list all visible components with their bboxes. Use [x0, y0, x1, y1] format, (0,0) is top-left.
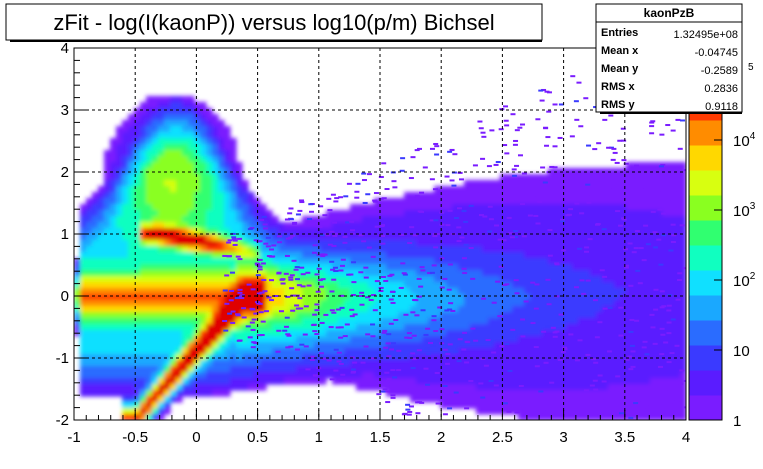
- colorbar-segment: [689, 178, 722, 188]
- title-shadow: [10, 40, 542, 42]
- colorbar-tick-label: 1: [733, 413, 741, 430]
- colorbar-segment: [689, 295, 722, 304]
- y-tick-label: -2: [56, 412, 69, 429]
- colorbar-segment: [689, 211, 722, 221]
- colorbar-segment: [689, 320, 722, 329]
- stats-label: Mean x: [601, 45, 639, 57]
- x-tick-label: 4: [682, 429, 690, 446]
- colorbar-segment: [689, 303, 722, 313]
- heatmap-density: [74, 73, 686, 420]
- plot-area: [73, 47, 687, 421]
- stats-value: 0.9118: [705, 101, 738, 113]
- colorbar-segment: [689, 286, 722, 296]
- colorbar-segment: [689, 403, 722, 413]
- colorbar-segment: [689, 253, 722, 263]
- x-tick-label: 3.5: [614, 429, 635, 446]
- chart-title: zFit - log(I(kaonP)) versus log10(p/m) B…: [53, 10, 494, 35]
- stats-rows: Entries 1.32495e+08 Mean x -0.04745 Mean y -0…: [601, 27, 738, 113]
- colorbar-segment: [689, 336, 722, 346]
- x-tick-label: -1: [67, 429, 80, 446]
- y-tick-label: 2: [61, 164, 69, 181]
- colorbar-segment: [689, 378, 722, 388]
- x-tick-label: 0: [192, 429, 200, 446]
- colorbar-segment: [689, 395, 722, 404]
- x-axis-tick-labels: -1 -0.5 0 0.5 1 1.5 2 2.5 3 3.5 4: [67, 429, 690, 446]
- colorbar-segment: [689, 236, 722, 246]
- colorbar-segment: [689, 203, 722, 213]
- stats-value: 0.2836: [704, 83, 738, 95]
- colorbar-segment: [689, 353, 722, 363]
- y-tick-label: -1: [56, 350, 69, 367]
- stats-label: Mean y: [601, 63, 639, 75]
- stats-label: RMS x: [601, 81, 636, 93]
- stats-value: -0.04745: [695, 47, 738, 59]
- colorbar-segment: [689, 245, 722, 254]
- stats-title: kaonPzB: [644, 6, 695, 20]
- stats-value: 1.32495e+08: [673, 29, 738, 41]
- y-axis-tick-labels: -2 -1 0 1 2 3 4: [56, 40, 69, 429]
- axis-tick-marks: [73, 59, 675, 421]
- colorbar-partial-label: 5: [748, 62, 754, 73]
- colorbar-segment: [689, 361, 722, 371]
- stats-value: -0.2589: [701, 65, 738, 77]
- title-frame: [5, 3, 543, 41]
- x-tick-label: 3: [559, 429, 567, 446]
- colorbar-segment: [689, 186, 722, 196]
- y-tick-label: 4: [61, 40, 69, 57]
- stats-box: kaonPzB Entries 1.32495e+08 Mean x -0.04745…: [595, 3, 743, 114]
- stats-label: Entries: [601, 27, 638, 39]
- color-scale-bar: [688, 69, 723, 421]
- colorbar-segment: [689, 136, 722, 146]
- y-tick-label: 3: [61, 102, 69, 119]
- colorbar-segment: [689, 345, 722, 354]
- colorbar-segment: [689, 311, 722, 321]
- colorbar-segment: [689, 120, 722, 129]
- y-tick-label: 1: [61, 226, 69, 243]
- colorbar-segment: [689, 370, 722, 379]
- y-tick-label: 0: [61, 288, 69, 305]
- colorbar-segment: [689, 170, 722, 179]
- x-tick-label: 2: [437, 429, 445, 446]
- x-tick-label: 1.5: [370, 429, 391, 446]
- colorbar-segment: [689, 161, 722, 171]
- stats-shadow: [600, 112, 742, 114]
- title-box: zFit - log(I(kaonP)) versus log10(p/m) B…: [5, 3, 543, 42]
- stats-label: RMS y: [601, 99, 636, 111]
- colorbar-segment: [689, 145, 722, 154]
- colorbar-segment: [689, 261, 722, 271]
- colorbar-segment: [689, 220, 722, 229]
- colorbar-segment: [689, 411, 722, 421]
- x-tick-label: 0.5: [247, 429, 268, 446]
- x-tick-label: 1: [315, 429, 323, 446]
- colorbar-segment: [689, 153, 722, 163]
- colorbar-segment: [689, 278, 722, 288]
- colorbar-tick-label: 10: [733, 343, 750, 360]
- colorbar-segment: [689, 228, 722, 238]
- x-tick-label: 2.5: [492, 429, 513, 446]
- colorbar-segment: [689, 128, 722, 138]
- colorbar-segment: [689, 195, 722, 204]
- colorbar-segment: [689, 386, 722, 396]
- colorbar-segment: [689, 111, 722, 121]
- colorbar-segment: [689, 270, 722, 279]
- colorbar-segment: [689, 328, 722, 338]
- x-tick-label: -0.5: [122, 429, 148, 446]
